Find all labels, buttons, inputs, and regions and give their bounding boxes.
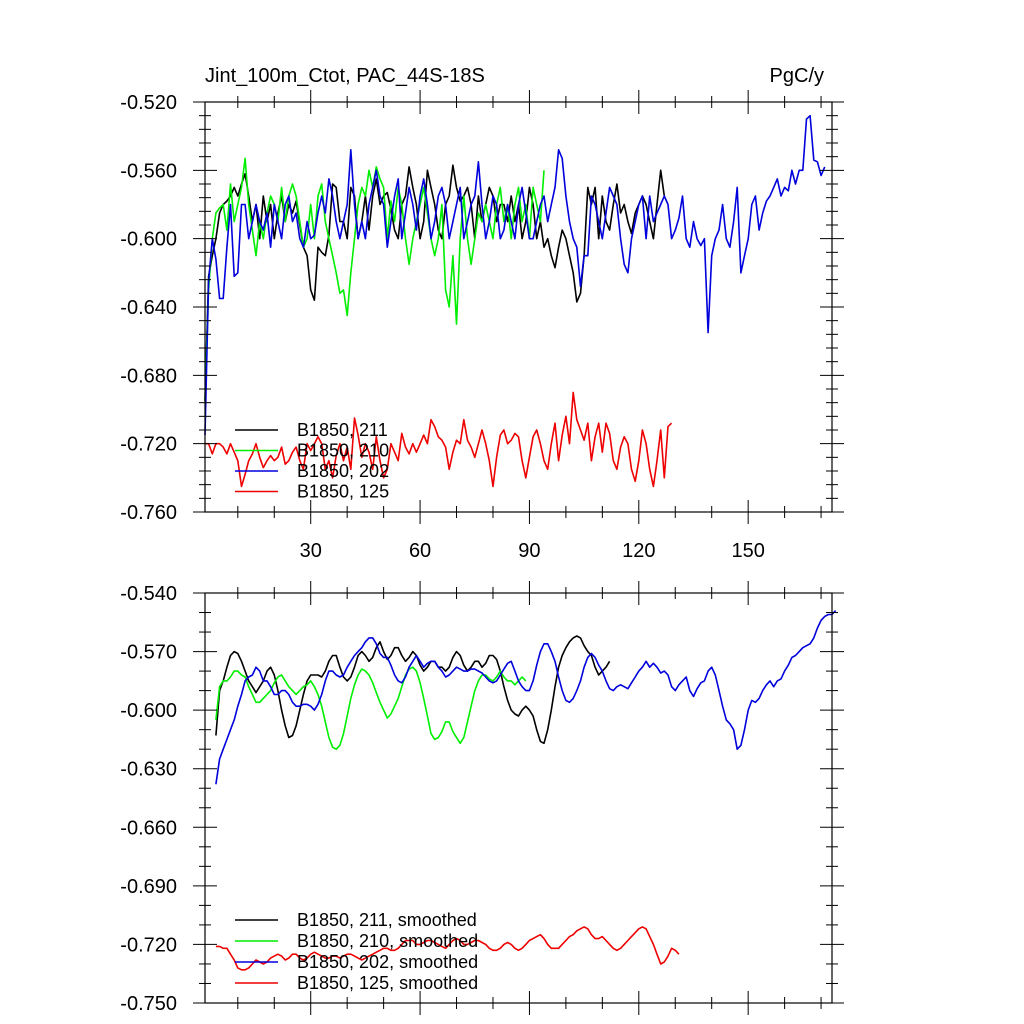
top-y-axis: -0.520 -0.560 -0.600 -0.640 -0.680 -0.720 -0.7…: [120, 92, 844, 524]
y-tick-label: -0.750: [120, 993, 177, 1015]
y-tick-label: -0.600: [120, 229, 177, 251]
series-line-4: [205, 391, 673, 488]
series-line-1: [215, 635, 611, 745]
top-panel-units: PgC/y: [770, 65, 824, 87]
top-x-axis: 30 60 90 120 150: [237, 90, 822, 562]
y-tick-label: -0.720: [120, 434, 177, 456]
legend-label-1: B1850, 211, smoothed: [297, 910, 477, 930]
x-tick-label: 150: [731, 540, 764, 562]
legend-label-2: B1850, 210, smoothed: [297, 931, 478, 951]
legend-label-3: B1850, 202: [297, 461, 389, 481]
series-line-4: [215, 926, 680, 971]
x-tick-label: 90: [518, 540, 540, 562]
y-tick-label: -0.720: [120, 934, 177, 956]
y-tick-label: -0.630: [120, 759, 177, 781]
bottom-y-axis: -0.540 -0.570 -0.600 -0.630 -0.660 -0.690 -0.7…: [120, 583, 844, 1015]
legend-label-1: B1850, 211: [297, 420, 388, 440]
top-panel: Jint_100m_Ctot, PAC_44S-18S PgC/y -0.520…: [120, 65, 844, 562]
y-tick-label: -0.660: [120, 817, 177, 839]
x-tick-label: 60: [409, 540, 431, 562]
y-tick-label: -0.560: [120, 160, 177, 182]
bottom-plot-area: [215, 610, 837, 971]
y-tick-label: -0.760: [120, 502, 177, 524]
legend-label-4: B1850, 125: [297, 482, 389, 502]
y-tick-label: -0.600: [120, 700, 177, 722]
y-tick-label: -0.540: [120, 583, 177, 605]
series-line-1: [204, 164, 666, 402]
bottom-axes-frame: [204, 592, 833, 1004]
bottom-panel: -0.540 -0.570 -0.600 -0.630 -0.660 -0.690 -0.7…: [120, 581, 844, 1015]
top-plot-area: [204, 114, 826, 488]
x-tick-label: 30: [300, 540, 322, 562]
y-tick-label: -0.640: [120, 297, 177, 319]
top-panel-title: Jint_100m_Ctot, PAC_44S-18S: [205, 65, 485, 87]
y-tick-label: -0.520: [120, 92, 177, 114]
bottom-x-axis: [237, 581, 822, 1015]
y-tick-label: -0.690: [120, 876, 177, 898]
axes-border: [204, 592, 833, 1004]
y-tick-label: -0.680: [120, 365, 177, 387]
legend-label-4: B1850, 125, smoothed: [297, 973, 478, 993]
series-line-2: [215, 666, 527, 750]
legend-label-2: B1850, 210: [297, 441, 389, 461]
y-tick-label: -0.570: [120, 642, 177, 664]
x-tick-label: 120: [622, 540, 655, 562]
series-line-3: [204, 114, 826, 436]
legend-label-3: B1850, 202, smoothed: [297, 952, 478, 972]
series-line-3: [215, 610, 837, 785]
